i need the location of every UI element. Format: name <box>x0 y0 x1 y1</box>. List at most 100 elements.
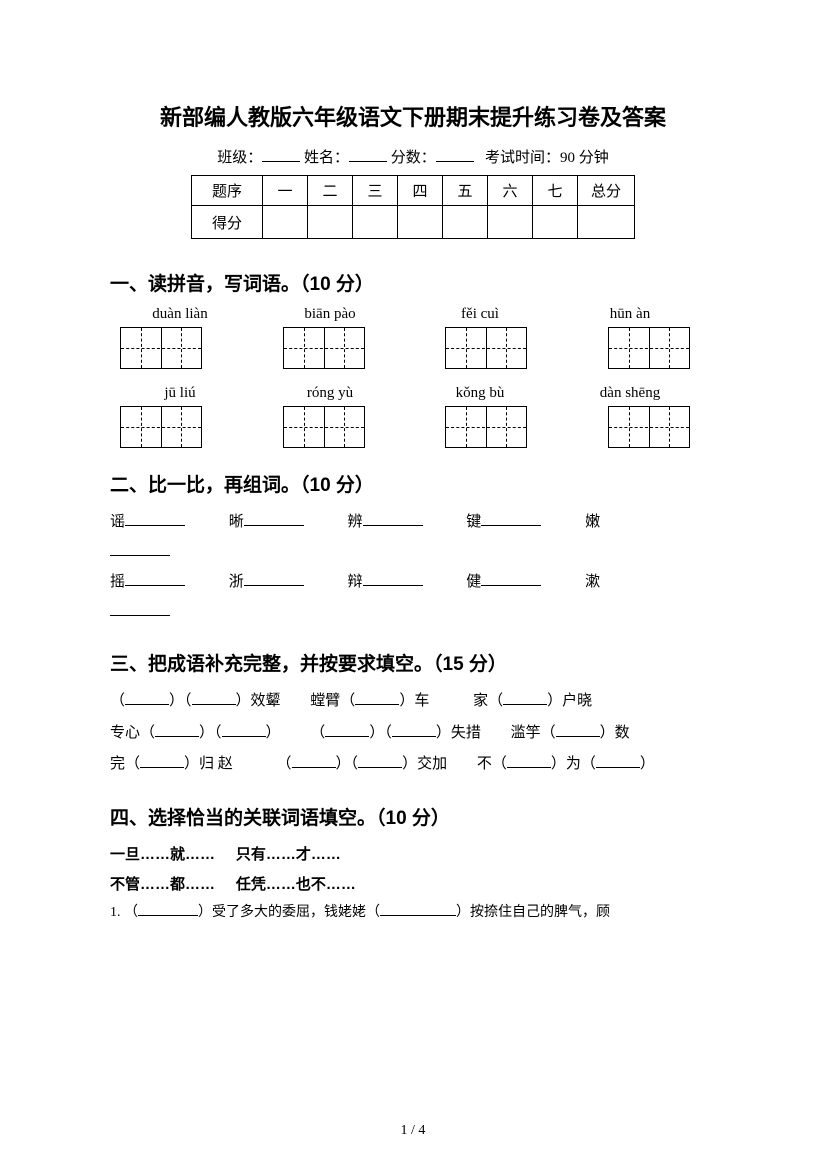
char: 浙 <box>229 574 244 590</box>
table-row: 得分 <box>192 206 635 239</box>
txt: ）交加 <box>402 756 447 772</box>
score-table: 题序 一 二 三 四 五 六 七 总分 得分 <box>191 175 635 239</box>
pinyin-cell: róng yù <box>270 385 390 402</box>
txt: ）为（ <box>551 756 596 772</box>
char: 键 <box>466 514 481 530</box>
idiom-line: 完（）归 赵 （）（）交加 不（）为（） <box>110 749 716 781</box>
page-number: 1 / 4 <box>0 1123 826 1139</box>
blank <box>244 571 304 586</box>
score-cell <box>443 206 488 239</box>
char-box <box>608 327 690 369</box>
txt: ）效颦 <box>236 693 281 709</box>
txt: ） <box>640 756 655 772</box>
compare-extra-blank <box>110 597 716 627</box>
pinyin-cell: biān pào <box>270 306 390 323</box>
conjunction-options: 一旦……就…… 只有……才…… <box>110 840 716 870</box>
blank <box>222 722 266 737</box>
txt: ）受了多大的委屈，钱姥姥（ <box>198 905 380 920</box>
question-line: 1. （ ）受了多大的委屈，钱姥姥（ ）按捺住自己的脾气，顾 <box>110 900 716 927</box>
txt: ）按捺住自己的脾气，顾 <box>456 905 610 920</box>
txt: ）（ <box>336 756 359 772</box>
compare-row-bottom: 摇 浙 辩 健 漱 <box>110 567 716 597</box>
section3-heading: 三、把成语补充完整，并按要求填空。（15 分） <box>110 649 716 676</box>
txt: 螳臂（ <box>310 693 355 709</box>
char: 嫩 <box>585 514 600 530</box>
col-header: 总分 <box>578 176 635 206</box>
txt: 不（ <box>477 756 507 772</box>
txt: ）车 <box>399 693 429 709</box>
blank <box>125 571 185 586</box>
conj: 不管……都…… <box>110 876 215 893</box>
blank <box>503 690 547 705</box>
score-cell <box>533 206 578 239</box>
pinyin-row: jū liú róng yù kǒng bù dàn shēng <box>120 385 690 402</box>
txt: 完（ <box>110 756 140 772</box>
col-header: 六 <box>488 176 533 206</box>
blank <box>380 902 456 916</box>
score-cell <box>398 206 443 239</box>
class-label: 班级： <box>217 150 262 166</box>
char-box <box>445 327 527 369</box>
char-box <box>283 406 365 448</box>
blank <box>556 722 600 737</box>
compare-row-top: 谣 晰 辨 键 嫩 <box>110 507 716 537</box>
blank <box>596 753 640 768</box>
blank <box>358 753 402 768</box>
txt: ）数 <box>600 725 630 741</box>
conj: 只有……才…… <box>236 846 341 863</box>
char-box <box>608 406 690 448</box>
blank <box>138 902 198 916</box>
txt: 滥竽（ <box>511 725 556 741</box>
row-label: 得分 <box>192 206 263 239</box>
blank <box>507 753 551 768</box>
pinyin-cell: jū liú <box>120 385 240 402</box>
blank <box>192 690 236 705</box>
conjunction-options: 不管……都…… 任凭……也不…… <box>110 870 716 900</box>
blank <box>481 511 541 526</box>
conj: 一旦……就…… <box>110 846 215 863</box>
txt: ）归 赵 <box>184 756 233 772</box>
blank <box>355 690 399 705</box>
blank <box>325 722 369 737</box>
pinyin-cell: fěi cuì <box>420 306 540 323</box>
blank <box>363 511 423 526</box>
char: 摇 <box>110 574 125 590</box>
score-cell <box>353 206 398 239</box>
blank <box>125 690 169 705</box>
txt: ） <box>266 725 281 741</box>
txt: 1. （ <box>110 905 138 920</box>
page-title: 新部编人教版六年级语文下册期末提升练习卷及答案 <box>110 100 716 132</box>
idiom-line: （）（）效颦 螳臂（）车 家（）户晓 <box>110 686 716 718</box>
char: 漱 <box>585 574 600 590</box>
pinyin-row: duàn liàn biān pào fěi cuì hūn àn <box>120 306 690 323</box>
blank <box>125 511 185 526</box>
txt: ）（ <box>169 693 192 709</box>
blank <box>481 571 541 586</box>
txt: 家（ <box>473 693 503 709</box>
name-label: 姓名： <box>304 150 349 166</box>
txt: ）户晓 <box>547 693 592 709</box>
char: 辩 <box>348 574 363 590</box>
col-header: 三 <box>353 176 398 206</box>
score-cell <box>308 206 353 239</box>
blank <box>110 541 170 556</box>
col-header: 七 <box>533 176 578 206</box>
char-box <box>445 406 527 448</box>
section4-heading: 四、选择恰当的关联词语填空。（10 分） <box>110 803 716 830</box>
char-box <box>283 327 365 369</box>
col-header: 题序 <box>192 176 263 206</box>
section1-heading: 一、读拼音，写词语。（10 分） <box>110 269 716 296</box>
txt: （ <box>310 725 325 741</box>
boxes-row <box>120 406 690 448</box>
time-label: 考试时间：90 分钟 <box>485 150 609 166</box>
blank <box>363 571 423 586</box>
col-header: 二 <box>308 176 353 206</box>
blank <box>244 511 304 526</box>
char: 健 <box>466 574 481 590</box>
info-line: 班级： 姓名： 分数： 考试时间：90 分钟 <box>110 146 716 167</box>
conj: 任凭……也不…… <box>236 876 356 893</box>
table-row: 题序 一 二 三 四 五 六 七 总分 <box>192 176 635 206</box>
col-header: 五 <box>443 176 488 206</box>
class-blank <box>262 147 300 162</box>
blank <box>140 753 184 768</box>
